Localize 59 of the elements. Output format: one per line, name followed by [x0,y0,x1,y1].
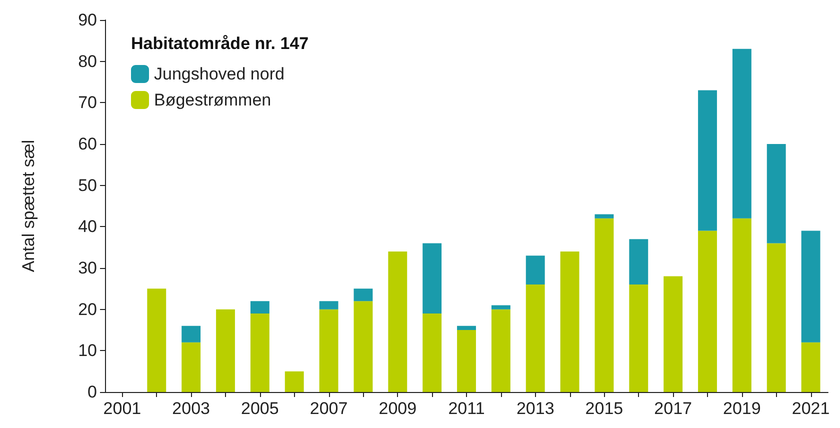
y-tick-label: 10 [78,341,97,360]
bar [766,144,786,244]
y-tick-label: 20 [78,300,97,319]
y-tick-label: 50 [78,176,97,195]
y-tick-label: 60 [78,134,97,154]
x-tick-label: 2001 [103,399,142,418]
x-tick-label: 2009 [378,399,417,418]
bar [664,276,683,392]
bar [698,90,717,231]
bar [629,284,648,392]
bar [491,305,510,310]
bar [457,326,476,330]
bar [526,256,545,285]
x-tick-label: 2005 [241,399,279,418]
x-tick-label: 2007 [310,399,348,418]
x-tick-label: 2003 [172,399,210,418]
bar [698,230,717,392]
bar [182,326,201,342]
y-tick-label: 80 [78,52,97,71]
bar [766,243,786,392]
x-tick-label: 2015 [585,399,624,418]
bar [422,243,442,314]
bar [388,251,408,392]
bar [182,342,201,392]
x-tick-label: 2017 [654,399,692,418]
legend-label: Bøgestrømmen [154,90,272,110]
bar [284,371,304,392]
bar [491,309,510,392]
bar [457,330,476,392]
bar [250,301,270,314]
bar [250,313,270,392]
y-tick-label: 90 [78,10,97,30]
bar [319,301,338,310]
y-tick-label: 30 [78,258,97,278]
y-axis-title: Antal spættet sæl [19,140,38,272]
bar [629,239,648,285]
bar [560,251,580,392]
x-tick-label: 2011 [448,399,485,418]
legend-title: Habitatområde nr. 147 [131,34,309,53]
bar [801,342,820,392]
bar [594,214,614,218]
bar [319,309,338,392]
x-tick-label: 2019 [723,399,761,418]
bar [594,218,614,392]
y-tick-label: 0 [88,382,97,402]
y-tick-label: 40 [78,217,97,236]
y-tick-label: 70 [78,93,97,112]
legend-label: Jungshoved nord [154,64,284,84]
bar [526,284,545,392]
x-tick-label: 2021 [792,399,830,418]
bar [801,230,820,342]
bar [422,313,442,392]
bar [732,218,752,392]
bar [732,48,752,218]
bar [354,301,373,392]
bar [147,288,166,392]
bar [216,309,235,392]
x-tick-label: 2013 [516,399,554,418]
bar [354,288,373,302]
